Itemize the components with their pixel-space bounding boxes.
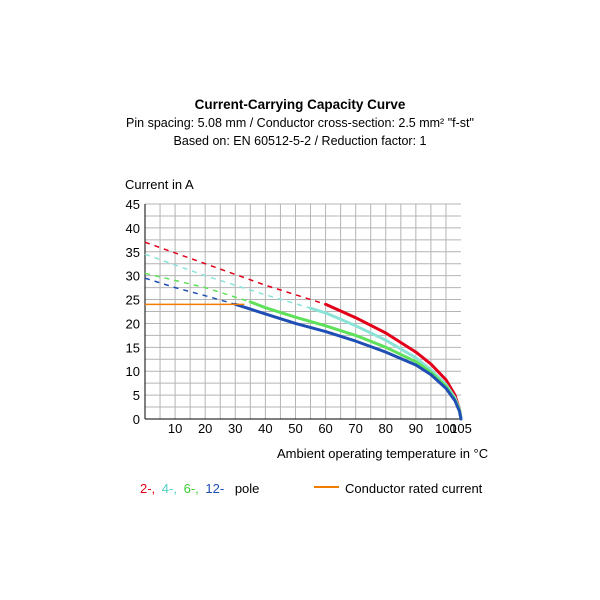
pole-legend: 2-, 4-, 6-, 12- pole xyxy=(140,481,259,496)
grid xyxy=(145,203,461,419)
chart-subtitle-line-1: Pin spacing: 5.08 mm / Conductor cross-s… xyxy=(126,116,474,130)
series-2-pole-extrapolated xyxy=(144,241,326,306)
legend-pole-12: 12- xyxy=(205,481,224,496)
x-axis-title: Ambient operating temperature in °C xyxy=(277,446,488,461)
x-tick-label: 100 xyxy=(435,421,457,436)
series-4-pole-extrapolated xyxy=(144,253,311,309)
legend-rated-label: Conductor rated current xyxy=(345,481,483,496)
y-axis-title: Current in A xyxy=(125,177,194,192)
x-tick-label: 40 xyxy=(258,421,272,436)
legend-pole-suffix: pole xyxy=(235,481,260,496)
axes xyxy=(144,204,461,420)
y-tick-label: 20 xyxy=(126,316,140,331)
series-12-pole-line xyxy=(233,302,463,421)
y-tick-label: 40 xyxy=(126,221,140,236)
x-tick-label: 30 xyxy=(228,421,242,436)
legend-pole-4: 4-, xyxy=(162,481,177,496)
x-tick-label: 80 xyxy=(379,421,393,436)
series-lines xyxy=(144,241,463,421)
x-tick-label: 105 xyxy=(450,421,472,436)
x-tick-label: 90 xyxy=(409,421,423,436)
chart-title: Current-Carrying Capacity Curve xyxy=(195,97,406,112)
x-tick-label: 20 xyxy=(198,421,212,436)
y-tick-labels: 0 5 10 15 20 25 30 35 40 45 xyxy=(126,197,140,427)
x-tick-label: 60 xyxy=(318,421,332,436)
y-tick-label: 30 xyxy=(126,269,140,284)
series-6-pole-extrapolated xyxy=(144,272,251,303)
y-tick-label: 35 xyxy=(126,245,140,260)
y-tick-label: 15 xyxy=(126,340,140,355)
y-tick-label: 10 xyxy=(126,364,140,379)
y-tick-label: 5 xyxy=(133,388,140,403)
y-tick-label: 45 xyxy=(126,197,140,212)
y-tick-label: 0 xyxy=(133,412,140,427)
y-tick-label: 25 xyxy=(126,293,140,308)
x-tick-label: 10 xyxy=(168,421,182,436)
x-tick-label: 70 xyxy=(348,421,362,436)
legend-pole-2: 2-, xyxy=(140,481,155,496)
chart-subtitle-line-2: Based on: EN 60512-5-2 / Reduction facto… xyxy=(174,134,427,148)
legend-pole-6: 6-, xyxy=(184,481,199,496)
x-tick-label: 50 xyxy=(288,421,302,436)
